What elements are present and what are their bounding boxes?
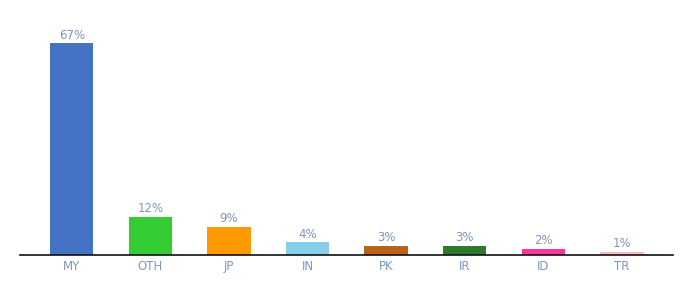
Bar xyxy=(50,43,93,255)
Text: 9%: 9% xyxy=(220,212,238,225)
Bar xyxy=(129,217,172,255)
Bar xyxy=(286,242,329,255)
Text: 67%: 67% xyxy=(58,28,85,42)
Text: 3%: 3% xyxy=(377,231,395,244)
Text: 1%: 1% xyxy=(613,237,631,250)
Text: 2%: 2% xyxy=(534,234,553,247)
Text: 3%: 3% xyxy=(456,231,474,244)
Text: 12%: 12% xyxy=(137,202,163,215)
Bar xyxy=(364,245,408,255)
Bar xyxy=(207,226,250,255)
Bar xyxy=(443,245,486,255)
Text: 4%: 4% xyxy=(299,228,317,241)
Bar xyxy=(600,252,643,255)
Bar xyxy=(522,249,565,255)
